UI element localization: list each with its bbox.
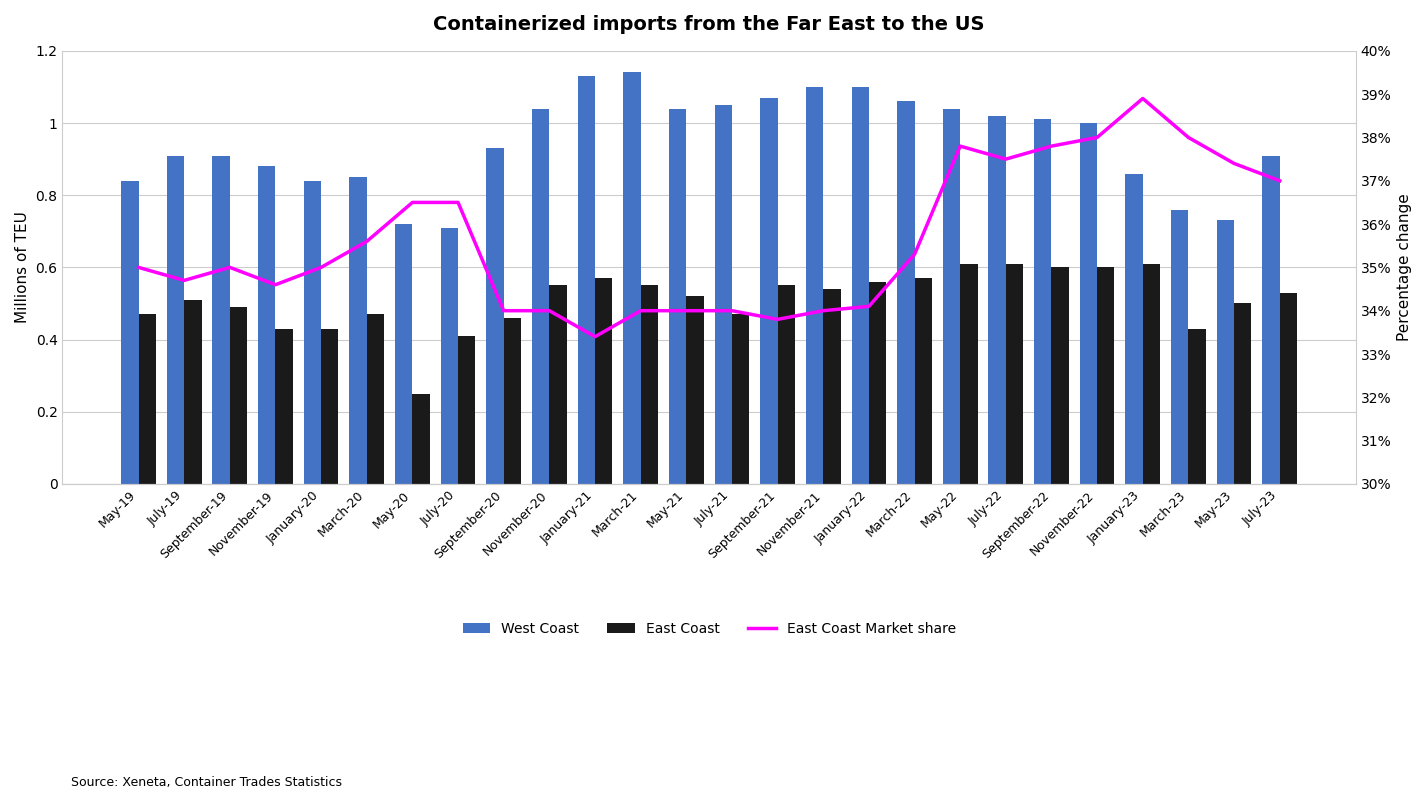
Bar: [441, 228, 458, 484]
Bar: [258, 166, 275, 484]
Bar: [487, 148, 504, 484]
Bar: [1217, 220, 1234, 484]
East Coast Market share: [678, 306, 695, 316]
East Coast Market share: [1271, 176, 1289, 185]
East Coast Market share: [313, 262, 330, 272]
Bar: [686, 296, 704, 484]
East Coast Market share: [130, 262, 147, 272]
Bar: [213, 156, 230, 484]
Bar: [121, 181, 138, 484]
East Coast Market share: [723, 306, 741, 316]
Bar: [1263, 156, 1280, 484]
Bar: [367, 314, 384, 484]
East Coast Market share: [586, 332, 604, 342]
East Coast Market share: [1226, 159, 1243, 168]
Bar: [898, 101, 915, 484]
Bar: [1035, 119, 1052, 484]
Bar: [778, 285, 795, 484]
Bar: [275, 329, 293, 484]
East Coast Market share: [769, 314, 786, 324]
Bar: [1052, 267, 1069, 484]
Bar: [395, 224, 412, 484]
Bar: [1143, 264, 1160, 484]
Bar: [960, 264, 977, 484]
East Coast Market share: [221, 262, 238, 272]
East Coast Market share: [541, 306, 558, 316]
East Coast Market share: [358, 237, 375, 246]
East Coast Market share: [176, 275, 193, 285]
Bar: [167, 156, 184, 484]
Bar: [321, 329, 338, 484]
Bar: [304, 181, 321, 484]
East Coast Market share: [495, 306, 512, 316]
Bar: [943, 109, 960, 484]
Bar: [669, 109, 686, 484]
Y-axis label: Percentage change: Percentage change: [1397, 194, 1411, 341]
East Coast Market share: [1180, 133, 1197, 143]
Bar: [549, 285, 567, 484]
East Coast Market share: [815, 306, 832, 316]
Bar: [532, 109, 549, 484]
Bar: [230, 307, 247, 484]
Bar: [458, 336, 475, 484]
Bar: [869, 282, 886, 484]
Line: East Coast Market share: East Coast Market share: [138, 99, 1280, 337]
East Coast Market share: [632, 306, 649, 316]
Bar: [184, 300, 201, 484]
Bar: [1172, 210, 1189, 484]
Bar: [1080, 123, 1097, 484]
Bar: [715, 105, 732, 484]
Bar: [915, 278, 932, 484]
Bar: [1189, 329, 1206, 484]
East Coast Market share: [906, 249, 923, 259]
East Coast Market share: [267, 279, 284, 289]
Bar: [504, 318, 521, 484]
Bar: [806, 87, 823, 484]
Bar: [989, 116, 1006, 484]
Bar: [1234, 304, 1251, 484]
East Coast Market share: [404, 198, 421, 207]
Bar: [761, 98, 778, 484]
Y-axis label: Millions of TEU: Millions of TEU: [16, 211, 30, 323]
Bar: [350, 177, 367, 484]
Text: Source: Xeneta, Container Trades Statistics: Source: Xeneta, Container Trades Statist…: [71, 776, 342, 789]
Bar: [138, 314, 156, 484]
Bar: [1097, 267, 1114, 484]
Legend: West Coast, East Coast, East Coast Market share: West Coast, East Coast, East Coast Marke…: [457, 616, 962, 642]
Bar: [595, 278, 612, 484]
Title: Containerized imports from the Far East to the US: Containerized imports from the Far East …: [434, 15, 985, 34]
Bar: [732, 314, 749, 484]
Bar: [1126, 173, 1143, 484]
Bar: [823, 289, 841, 484]
Bar: [641, 285, 658, 484]
East Coast Market share: [450, 198, 467, 207]
Bar: [578, 76, 595, 484]
East Coast Market share: [952, 141, 969, 151]
Bar: [412, 394, 430, 484]
East Coast Market share: [860, 301, 878, 311]
Bar: [1006, 264, 1023, 484]
East Coast Market share: [1043, 141, 1060, 151]
East Coast Market share: [1089, 133, 1106, 143]
Bar: [1280, 292, 1297, 484]
East Coast Market share: [1134, 94, 1152, 104]
Bar: [852, 87, 869, 484]
Bar: [624, 72, 641, 484]
East Coast Market share: [997, 154, 1015, 164]
